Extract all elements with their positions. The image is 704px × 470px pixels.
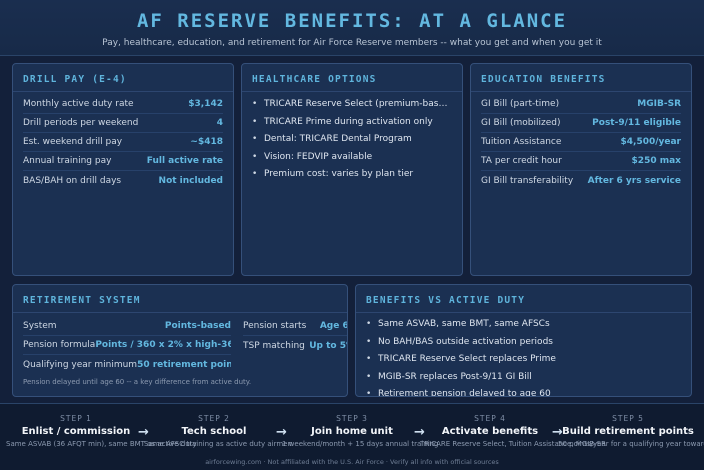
- arrow-right-icon: →: [276, 425, 287, 440]
- vs-active-title: BENEFITS VS ACTIVE DUTY: [356, 285, 691, 313]
- arrow-right-icon: →: [552, 425, 563, 440]
- list-item: TRICARE Reserve Select replaces Prime: [366, 351, 681, 369]
- education-row: GI Bill (part-time) MGIB-SR: [481, 95, 681, 114]
- retirement-title: RETIREMENT SYSTEM: [13, 285, 347, 313]
- list-item: No BAH/BAS outside activation periods: [366, 334, 681, 352]
- steps-bar: STEP 1 Enlist / commission Same ASVAB (3…: [0, 403, 704, 470]
- step-description: TRICARE Reserve Select, Tuition Assistan…: [420, 440, 606, 448]
- vs-active-card: BENEFITS VS ACTIVE DUTY Same ASVAB, same…: [355, 284, 692, 397]
- education-card: EDUCATION BENEFITS GI Bill (part-time) MG…: [470, 63, 692, 276]
- education-row: GI Bill (mobilized) Post-9/11 eligible: [481, 114, 681, 133]
- retirement-row: Qualifying year minimum 50 retirement poi…: [23, 359, 231, 370]
- arrow-right-icon: →: [414, 425, 425, 440]
- retirement-note: Pension delayed until age 60 -- a key di…: [23, 378, 252, 386]
- education-row: GI Bill transferability After 6 yrs servi…: [481, 175, 681, 186]
- education-row: Tuition Assistance $4,500/year: [481, 133, 681, 152]
- step-description: 1 weekend/month + 15 days annual trainin…: [282, 440, 439, 448]
- healthcare-title: HEALTHCARE OPTIONS: [242, 64, 462, 92]
- list-item: Retirement pension delayed to age 60: [366, 386, 681, 396]
- step-label: Tech school: [181, 426, 247, 437]
- drill-pay-row: Est. weekend drill pay ~$418: [23, 133, 223, 152]
- step-label: Activate benefits: [441, 426, 539, 437]
- page-subtitle: Pay, healthcare, education, and retireme…: [102, 38, 602, 48]
- list-item: Same ASVAB, same BMT, same AFSCs: [366, 316, 681, 334]
- step-4: STEP 4 Activate benefits TRICARE Reserve…: [420, 414, 606, 448]
- drill-pay-card: DRILL PAY (E-4) Monthly active duty rate…: [12, 63, 234, 276]
- list-item: Dental: TRICARE Dental Program: [252, 131, 452, 149]
- education-title: EDUCATION BENEFITS: [471, 64, 691, 92]
- drill-pay-row: Annual training pay Full active rate: [23, 152, 223, 171]
- healthcare-card: HEALTHCARE OPTIONS TRICARE Reserve Selec…: [241, 63, 463, 276]
- footer-text: airforcewing.com · Not affiliated with t…: [205, 458, 499, 466]
- education-row: TA per credit hour $250 max: [481, 152, 681, 171]
- step-1: STEP 1 Enlist / commission Same ASVAB (3…: [6, 414, 197, 448]
- list-item: TRICARE Prime during activation only: [252, 114, 452, 132]
- step-label: Enlist / commission: [21, 426, 131, 437]
- step-label: Build retirement points: [562, 426, 694, 437]
- list-item: Vision: FEDVIP available: [252, 149, 452, 167]
- retirement-row: Pension formula Points / 360 x 2% x high-…: [23, 336, 231, 355]
- list-item: Premium cost: varies by plan tier: [252, 166, 452, 184]
- retirement-card: RETIREMENT SYSTEM System Points-based Pen…: [12, 284, 348, 397]
- step-description: Same ASVAB (36 AFQT min), same BMT as ac…: [6, 440, 197, 448]
- step-5: STEP 5 Build retirement points 50 points…: [558, 414, 704, 448]
- drill-pay-title: DRILL PAY (E-4): [13, 64, 233, 92]
- drill-pay-row: Monthly active duty rate $3,142: [23, 95, 223, 114]
- step-3: STEP 3 Join home unit 1 weekend/month + …: [282, 414, 439, 448]
- step-2: STEP 2 Tech school Same AFSC training as…: [144, 414, 292, 448]
- list-item: TRICARE Reserve Select (premium-based): [252, 96, 452, 114]
- page-header: AF RESERVE BENEFITS: AT A GLANCE Pay, he…: [0, 0, 704, 56]
- arrow-right-icon: →: [138, 425, 149, 440]
- retirement-row: System Points-based: [23, 317, 231, 336]
- step-label: Join home unit: [311, 426, 393, 437]
- step-description: Same AFSC training as active duty airmen: [144, 440, 292, 448]
- page-title: AF RESERVE BENEFITS: AT A GLANCE: [136, 10, 568, 32]
- step-description: 50 points/year for a qualifying year tow…: [558, 440, 704, 448]
- drill-pay-row: Drill periods per weekend 4: [23, 114, 223, 133]
- list-item: MGIB-SR replaces Post-9/11 GI Bill: [366, 369, 681, 387]
- drill-pay-row: BAS/BAH on drill days Not included: [23, 175, 223, 186]
- retirement-left-column: System Points-based Pension formula Points…: [23, 317, 231, 374]
